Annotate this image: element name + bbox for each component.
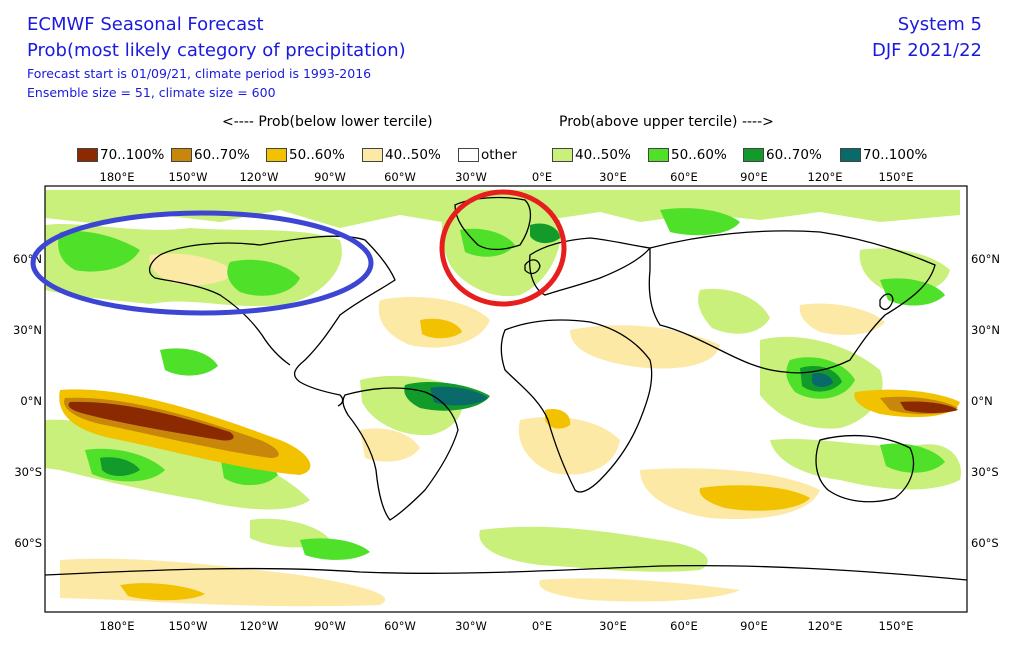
legend-swatch <box>743 148 764 162</box>
lon-label: 60°W <box>384 619 416 633</box>
above-tercile-heading: Prob(above upper tercile) ----> <box>559 114 774 130</box>
australia-coast <box>815 434 915 503</box>
lon-label: 60°W <box>384 170 416 184</box>
legend-label: 60..70% <box>766 147 822 163</box>
legend-label: 50..60% <box>671 147 727 163</box>
antarctica-coast <box>44 564 968 581</box>
uk-coast <box>524 259 541 275</box>
legend-swatch <box>648 148 669 162</box>
legend-item: 60..70% <box>743 147 840 163</box>
legend-item: 50..60% <box>266 147 362 163</box>
legend-item: 50..60% <box>648 147 743 163</box>
south-america-coast <box>342 387 459 521</box>
map-frame <box>44 185 968 613</box>
lon-label: 90°E <box>740 619 768 633</box>
lat-label: 0°N <box>20 394 42 408</box>
legend-swatch <box>458 148 479 162</box>
lon-labels-top: 180°E 150°W 120°W 90°W 60°W 30°W 0°E 30°E 60°E 90… <box>100 170 914 184</box>
north-america-west-coast <box>148 254 291 366</box>
lon-label: 90°W <box>314 170 346 184</box>
lon-label: 120°W <box>239 619 278 633</box>
lat-label: 30°S <box>971 465 999 479</box>
map-title: ECMWF Seasonal Forecast <box>27 14 264 35</box>
legend-swatch <box>171 148 192 162</box>
lon-label: 0°E <box>532 170 552 184</box>
lon-label: 120°W <box>239 170 278 184</box>
red-circle-annotation <box>439 189 567 307</box>
below-tercile-heading: <---- Prob(below lower tercile) <box>222 114 433 130</box>
blue-ellipse-annotation <box>30 210 374 316</box>
north-america-coast <box>159 235 396 407</box>
legend-swatch <box>552 148 573 162</box>
legend-label: 50..60% <box>289 147 345 163</box>
asia-coast <box>648 230 936 374</box>
legend: 70..100% 60..70% 50..60% 40..50% other 4… <box>77 146 927 164</box>
lon-label: 0°E <box>532 619 552 633</box>
legend-label: 70..100% <box>100 147 165 163</box>
lat-labels-right: 60°N 30°N 0°N 30°S 60°S <box>971 252 1000 550</box>
legend-swatch <box>77 148 98 162</box>
japan-coast <box>879 293 894 311</box>
africa-coast <box>500 319 653 493</box>
lat-label: 30°N <box>971 323 1000 337</box>
lat-label: 60°N <box>971 252 1000 266</box>
lon-label: 150°W <box>168 619 207 633</box>
lon-label: 30°E <box>599 619 627 633</box>
lat-labels-left: 60°N30°N0°N30°S60°S <box>13 252 42 550</box>
lon-label: 30°E <box>599 170 627 184</box>
lon-label: 60°E <box>670 619 698 633</box>
lon-label: 180°E <box>100 170 135 184</box>
map-subtitle: Prob(most likely category of precipitati… <box>27 40 406 61</box>
legend-label: 40..50% <box>575 147 631 163</box>
lat-label: 60°S <box>14 536 42 550</box>
legend-item: other <box>458 147 552 163</box>
prob-below-70-100-areas <box>68 401 958 441</box>
legend-label: 60..70% <box>194 147 250 163</box>
season-label: DJF 2021/22 <box>871 40 982 61</box>
system-label: System 5 <box>897 14 982 35</box>
legend-swatch <box>266 148 287 162</box>
world-map <box>44 185 968 613</box>
lat-label: 0°N <box>971 394 993 408</box>
legend-item: 40..50% <box>362 147 458 163</box>
lon-label: 180°E <box>100 619 135 633</box>
lon-label: 120°E <box>808 619 843 633</box>
lon-label: 30°W <box>455 619 487 633</box>
lon-label: 60°E <box>670 170 698 184</box>
title-block: ECMWF Seasonal Forecast Prob(most likely… <box>27 12 406 102</box>
legend-swatch <box>840 148 861 162</box>
system-block: System 5 DJF 2021/22 <box>872 12 982 64</box>
legend-label: 70..100% <box>863 147 928 163</box>
legend-item: 70..100% <box>77 147 171 163</box>
lat-label: 30°N <box>13 323 42 337</box>
lon-label: 30°W <box>455 170 487 184</box>
greenland-coast <box>454 196 532 251</box>
legend-item: 70..100% <box>840 147 927 163</box>
lat-label: 30°S <box>14 465 42 479</box>
legend-item: 60..70% <box>171 147 266 163</box>
lon-label: 150°E <box>879 170 914 184</box>
legend-label: other <box>481 147 517 163</box>
lon-label: 90°W <box>314 619 346 633</box>
ensemble-info: Ensemble size = 51, climate size = 600 <box>27 85 276 100</box>
lon-label: 120°E <box>808 170 843 184</box>
legend-swatch <box>362 148 383 162</box>
legend-label: 40..50% <box>385 147 441 163</box>
legend-item: 40..50% <box>552 147 648 163</box>
lon-label: 150°E <box>879 619 914 633</box>
lon-label: 150°W <box>168 170 207 184</box>
coastlines <box>44 196 968 581</box>
lat-label: 60°S <box>971 536 999 550</box>
lon-labels-bottom: 180°E 150°W 120°W 90°W 60°W 30°W 0°E 30°E 60°E 90… <box>100 619 914 633</box>
prob-above-70-100-areas <box>430 373 833 406</box>
lon-label: 90°E <box>740 170 768 184</box>
forecast-start-info: Forecast start is 01/09/21, climate peri… <box>27 66 372 81</box>
